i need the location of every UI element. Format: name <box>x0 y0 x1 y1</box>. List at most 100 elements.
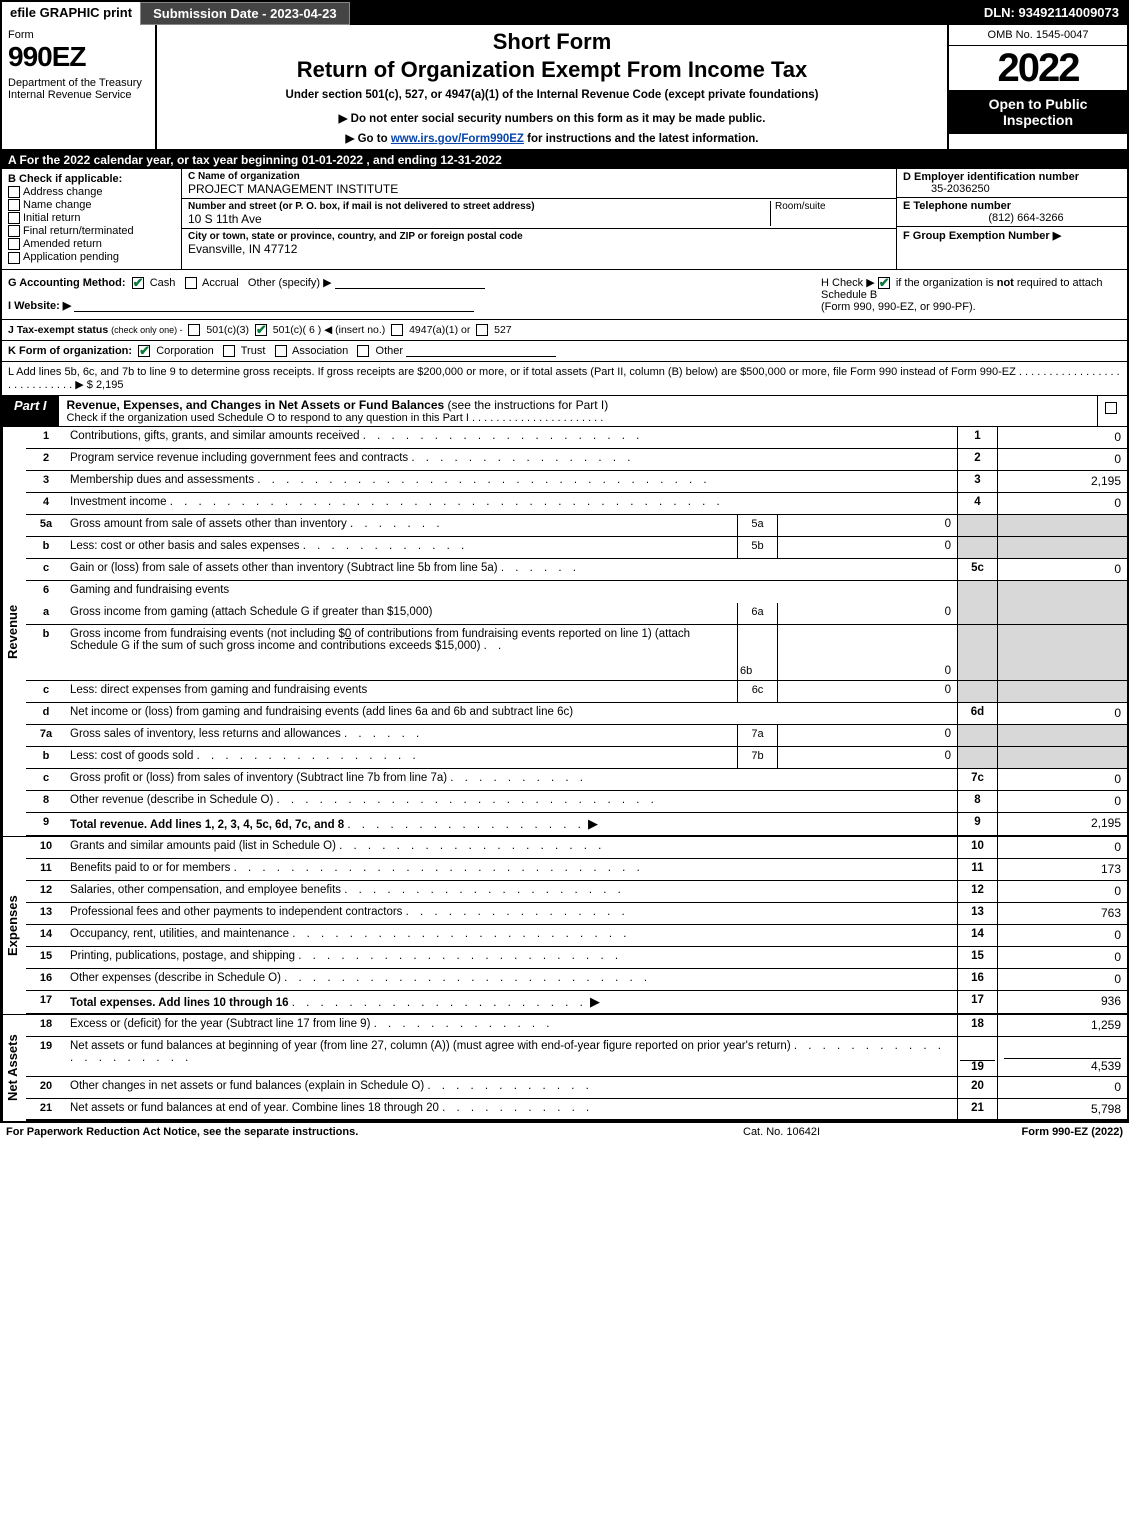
line-12: 12 Salaries, other compensation, and emp… <box>26 881 1127 903</box>
line-6d: d Net income or (loss) from gaming and f… <box>26 703 1127 725</box>
chk-name: Name change <box>8 199 175 211</box>
checkbox-h-icon[interactable] <box>878 277 890 289</box>
other-specify-line <box>335 277 485 289</box>
line-1: 1 Contributions, gifts, grants, and simi… <box>26 427 1127 449</box>
checkbox-corp-icon[interactable] <box>138 345 150 357</box>
checkbox-4947-icon[interactable] <box>391 324 403 336</box>
checkbox-527-icon[interactable] <box>476 324 488 336</box>
checkbox-icon[interactable] <box>8 225 20 237</box>
line-a: A For the 2022 calendar year, or tax yea… <box>2 151 1127 169</box>
addr-value: 10 S 11th Ave <box>188 212 770 226</box>
expenses-vlabel: Expenses <box>2 837 26 1014</box>
checkbox-schedo-icon[interactable] <box>1105 402 1117 414</box>
chk-amended: Amended return <box>8 238 175 250</box>
form-number: 990EZ <box>8 41 149 73</box>
line-4: 4 Investment income . . . . . . . . . . … <box>26 493 1127 515</box>
top-bar: efile GRAPHIC print Submission Date - 20… <box>2 2 1127 25</box>
line-6a-subvalue: 0 <box>777 603 957 624</box>
line-20-value: 0 <box>997 1077 1127 1098</box>
link-suffix: for instructions and the latest informat… <box>524 133 759 145</box>
checkbox-icon[interactable] <box>8 199 20 211</box>
column-c: C Name of organization PROJECT MANAGEMEN… <box>182 169 897 269</box>
city-value: Evansville, IN 47712 <box>188 242 890 256</box>
netassets-table: Net Assets 18 Excess or (deficit) for th… <box>2 1014 1127 1121</box>
line-5c: c Gain or (loss) from sale of assets oth… <box>26 559 1127 581</box>
row-j: J Tax-exempt status (check only one) - 5… <box>2 320 1127 341</box>
header-left: Form 990EZ Department of the Treasury In… <box>2 25 157 149</box>
checkbox-accrual-icon[interactable] <box>185 277 197 289</box>
website-line <box>74 300 474 312</box>
checkbox-icon[interactable] <box>8 238 20 250</box>
chk-address: Address change <box>8 186 175 198</box>
line-5c-value: 0 <box>997 559 1127 580</box>
l-text: L Add lines 5b, 6c, and 7b to line 9 to … <box>8 366 1016 378</box>
line-2-value: 0 <box>997 449 1127 470</box>
grp-label: F Group Exemption Number ▶ <box>903 230 1061 242</box>
checkbox-icon[interactable] <box>8 252 20 264</box>
ein-value: 35-2036250 <box>903 183 1121 195</box>
checkbox-icon[interactable] <box>8 186 20 198</box>
page-footer: For Paperwork Reduction Act Notice, see … <box>0 1123 1129 1141</box>
line-3: 3 Membership dues and assessments . . . … <box>26 471 1127 493</box>
line-21: 21 Net assets or fund balances at end of… <box>26 1099 1127 1121</box>
room-label: Room/suite <box>770 201 890 226</box>
tax-year: 2022 <box>949 46 1127 88</box>
line-5b-subvalue: 0 <box>777 537 957 558</box>
city-label: City or town, state or province, country… <box>188 231 890 242</box>
line-6d-value: 0 <box>997 703 1127 724</box>
checkbox-trust-icon[interactable] <box>223 345 235 357</box>
line-10-value: 0 <box>997 837 1127 858</box>
tel-label: E Telephone number <box>903 200 1121 212</box>
g-label: G Accounting Method: <box>8 277 126 289</box>
column-b: B Check if applicable: Address change Na… <box>2 169 182 269</box>
column-d-e-f: D Employer identification number 35-2036… <box>897 169 1127 269</box>
line-17-value: 936 <box>997 991 1127 1013</box>
line-17: 17 Total expenses. Add lines 10 through … <box>26 991 1127 1014</box>
irs-link[interactable]: www.irs.gov/Form990EZ <box>391 133 524 145</box>
line-15-value: 0 <box>997 947 1127 968</box>
line-7c-value: 0 <box>997 769 1127 790</box>
checkbox-assoc-icon[interactable] <box>275 345 287 357</box>
open-to-public: Open to Public Inspection <box>949 90 1127 134</box>
line-5a: 5a Gross amount from sale of assets othe… <box>26 515 1127 537</box>
i-label: I Website: ▶ <box>8 300 71 312</box>
line-1-value: 0 <box>997 427 1127 448</box>
line-19-value: 4,539 <box>997 1037 1127 1076</box>
line-10: 10 Grants and similar amounts paid (list… <box>26 837 1127 859</box>
part-tab: Part I <box>2 396 59 426</box>
chk-final: Final return/terminated <box>8 225 175 237</box>
section-b-to-f: B Check if applicable: Address change Na… <box>2 169 1127 270</box>
group-exemption: F Group Exemption Number ▶ <box>897 227 1127 244</box>
checkbox-501c-icon[interactable] <box>255 324 267 336</box>
line-7c: c Gross profit or (loss) from sales of i… <box>26 769 1127 791</box>
header-center: Short Form Return of Organization Exempt… <box>157 25 947 149</box>
part-subtitle: Check if the organization used Schedule … <box>67 412 1089 424</box>
line-5b: b Less: cost or other basis and sales ex… <box>26 537 1127 559</box>
line-15: 15 Printing, publications, postage, and … <box>26 947 1127 969</box>
tel-value: (812) 664-3266 <box>903 212 1121 224</box>
short-form-title: Short Form <box>167 29 937 55</box>
line-8-value: 0 <box>997 791 1127 812</box>
line-9: 9 Total revenue. Add lines 1, 2, 3, 4, 5… <box>26 813 1127 836</box>
h-check: H Check ▶ if the organization is not req… <box>821 276 1121 313</box>
footer-right: Form 990-EZ (2022) <box>943 1126 1123 1138</box>
line-11-value: 173 <box>997 859 1127 880</box>
expenses-table: Expenses 10 Grants and similar amounts p… <box>2 836 1127 1014</box>
checkbox-icon[interactable] <box>8 212 20 224</box>
accounting-method: G Accounting Method: Cash Accrual Other … <box>8 276 821 313</box>
ein-cell: D Employer identification number 35-2036… <box>897 169 1127 198</box>
line-14-value: 0 <box>997 925 1127 946</box>
checkbox-cash-icon[interactable] <box>132 277 144 289</box>
checkbox-other-icon[interactable] <box>357 345 369 357</box>
netassets-vlabel: Net Assets <box>2 1015 26 1121</box>
line-12-value: 0 <box>997 881 1127 902</box>
ein-label: D Employer identification number <box>903 171 1121 183</box>
row-k: K Form of organization: Corporation Trus… <box>2 341 1127 362</box>
line-2: 2 Program service revenue including gove… <box>26 449 1127 471</box>
form-label: Form <box>8 29 149 41</box>
line-16: 16 Other expenses (describe in Schedule … <box>26 969 1127 991</box>
line-9-value: 2,195 <box>997 813 1127 835</box>
line-13-value: 763 <box>997 903 1127 924</box>
k-label: K Form of organization: <box>8 345 132 357</box>
checkbox-501c3-icon[interactable] <box>188 324 200 336</box>
